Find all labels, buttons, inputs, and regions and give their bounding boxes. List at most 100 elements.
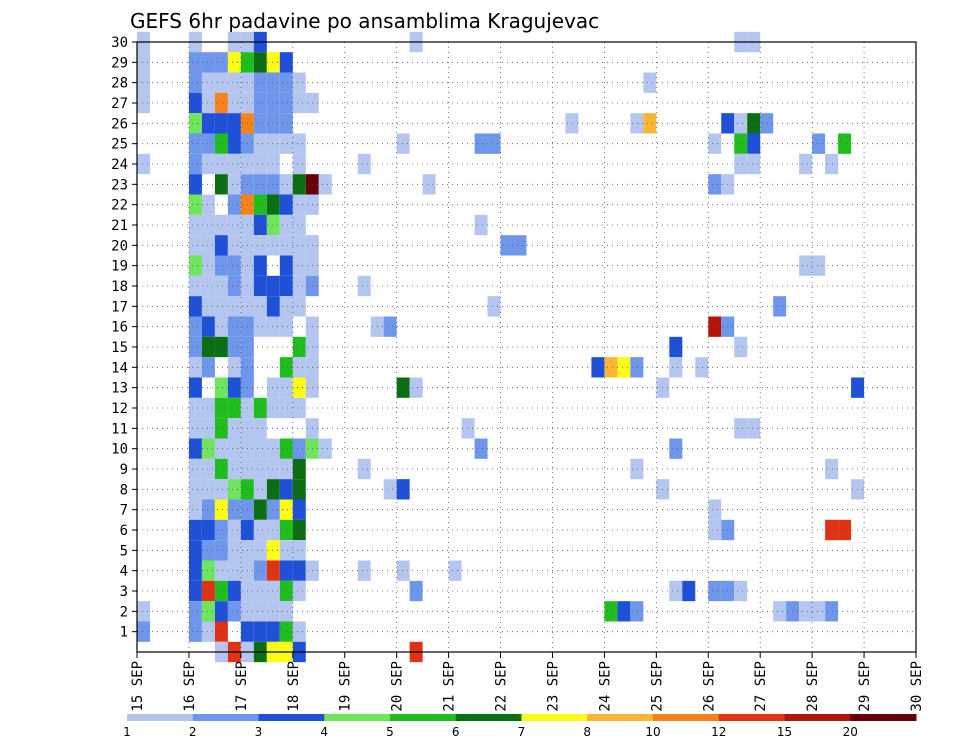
heat-cell xyxy=(188,275,202,297)
y-tick-label: 29 xyxy=(111,55,128,71)
heat-cell xyxy=(201,560,215,581)
y-tick-label: 8 xyxy=(120,482,128,498)
heat-cell xyxy=(682,580,696,602)
heat-cell xyxy=(825,601,839,622)
heat-cell xyxy=(188,377,202,398)
x-tick-label: 23 SEP xyxy=(545,661,561,712)
heat-cell xyxy=(214,519,228,541)
x-tick-label: 28 SEP xyxy=(805,661,821,712)
heat-cell xyxy=(227,499,241,520)
heat-cell xyxy=(201,133,215,154)
heat-cell xyxy=(201,52,215,73)
heat-cell xyxy=(214,499,228,520)
colorbar-label: 15 xyxy=(777,725,792,739)
colorbar-swatch xyxy=(324,714,391,721)
heat-cell xyxy=(253,275,267,297)
heat-cell xyxy=(279,235,293,256)
y-tick-label: 28 xyxy=(111,76,128,92)
heat-cell xyxy=(708,133,722,154)
heat-cell xyxy=(227,519,241,541)
heat-cell xyxy=(201,357,215,378)
heat-cell xyxy=(253,92,267,114)
heat-cell xyxy=(617,601,631,622)
x-axis: 15 SEP 16 SEP 17 SEP 18 SEP 19 SEP 20 SEP 21 S… xyxy=(130,652,925,712)
heat-cell xyxy=(188,174,202,195)
heat-cell xyxy=(253,153,267,175)
heat-cell xyxy=(214,174,228,195)
heat-cell xyxy=(227,72,241,93)
heat-cell xyxy=(137,601,150,622)
x-tick-label: 27 SEP xyxy=(753,661,769,712)
heat-cell xyxy=(227,133,241,154)
heat-cell xyxy=(253,235,267,256)
heat-cell xyxy=(292,560,306,581)
colorbar-label: 20 xyxy=(843,725,858,739)
heat-cell xyxy=(266,214,280,236)
heat-cell xyxy=(266,72,280,93)
heat-cell xyxy=(188,479,202,500)
heat-cell xyxy=(279,72,293,93)
heat-cell xyxy=(266,621,280,642)
heat-cell xyxy=(383,316,397,337)
colorbar-swatch xyxy=(127,714,194,721)
heat-cell xyxy=(201,153,215,175)
heat-cell xyxy=(214,540,228,561)
heat-cell xyxy=(266,316,280,337)
heat-cell xyxy=(214,296,228,317)
heat-cell xyxy=(214,113,228,134)
heat-cell xyxy=(266,52,280,73)
heat-cell xyxy=(747,153,761,175)
heat-cell xyxy=(227,438,241,459)
heat-cell xyxy=(227,458,241,480)
x-tick-label: 20 SEP xyxy=(390,661,406,712)
heat-cell xyxy=(266,519,280,541)
heat-cell xyxy=(201,438,215,459)
heat-cell xyxy=(188,458,202,480)
heat-cell xyxy=(292,133,306,154)
heat-cell xyxy=(227,255,241,276)
heat-cell xyxy=(825,519,839,541)
heat-cell xyxy=(279,255,293,276)
heat-cell xyxy=(201,275,215,297)
heat-cell xyxy=(214,377,228,398)
heat-cell xyxy=(253,255,267,276)
heat-cell xyxy=(214,418,228,439)
heat-cell xyxy=(279,621,293,642)
heat-cell xyxy=(188,52,202,73)
heat-cell xyxy=(253,519,267,541)
heat-cell xyxy=(137,153,150,175)
y-tick-label: 14 xyxy=(111,360,128,376)
heat-cell xyxy=(266,92,280,114)
heat-cell xyxy=(422,174,436,195)
heat-cell xyxy=(279,275,293,297)
heat-cell xyxy=(604,601,618,622)
heat-cell xyxy=(773,601,787,622)
cells-layer xyxy=(137,31,865,663)
heat-cell xyxy=(396,560,410,581)
heat-cell xyxy=(137,52,150,73)
heat-cell xyxy=(279,52,293,73)
colorbar-swatch xyxy=(784,714,851,721)
heat-cell xyxy=(214,316,228,337)
heat-cell xyxy=(201,499,215,520)
heat-cell xyxy=(201,113,215,134)
heat-cell xyxy=(201,621,215,642)
y-tick-label: 20 xyxy=(111,238,128,254)
heat-cell xyxy=(292,174,306,195)
heat-cell xyxy=(838,519,852,541)
heat-cell xyxy=(266,296,280,317)
heat-cell xyxy=(227,316,241,337)
heat-cell xyxy=(461,418,475,439)
heat-cell xyxy=(253,479,267,500)
heat-cell xyxy=(695,357,709,378)
heat-cell xyxy=(201,316,215,337)
heat-cell xyxy=(669,438,683,459)
heat-cell xyxy=(214,621,228,642)
heat-cell xyxy=(188,621,202,642)
heat-cell xyxy=(747,418,761,439)
heat-cell xyxy=(188,357,202,378)
heat-cell xyxy=(214,255,228,276)
heat-cell xyxy=(487,133,501,154)
heat-cell xyxy=(201,580,215,602)
